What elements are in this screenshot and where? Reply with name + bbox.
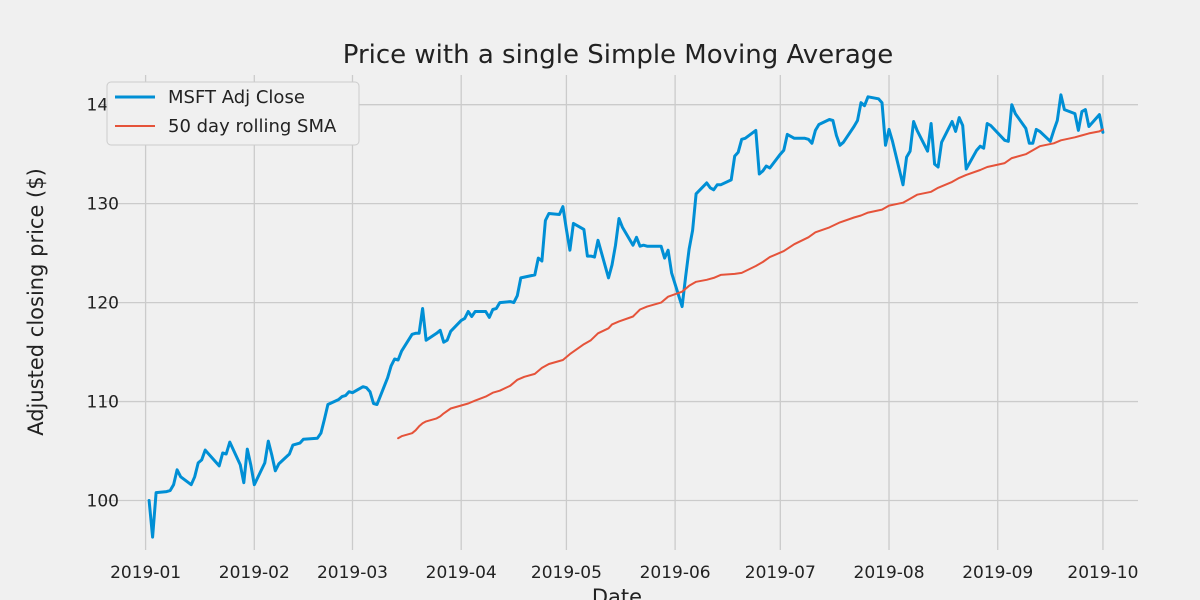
- legend-box: [106, 81, 360, 146]
- x-tick-label: 2019-09: [962, 563, 1033, 583]
- x-tick-label: 2019-08: [854, 563, 925, 583]
- x-tick-label: 2019-01: [110, 563, 181, 583]
- x-tick-labels: 2019-01 2019-02 2019-03 2019-04 2019-05 2019-…: [110, 563, 1138, 583]
- x-gridlines: [144, 75, 1104, 550]
- y-tick-label: 100: [87, 492, 119, 512]
- y-axis-label: Adjusted closing price ($): [24, 168, 48, 436]
- y-tick-label: 130: [87, 195, 119, 215]
- series-line-msft-adj-close: [147, 93, 1105, 539]
- x-tick-label: 2019-05: [531, 563, 602, 583]
- x-tick-label: 2019-07: [745, 563, 816, 583]
- y-tick-label: 120: [87, 294, 119, 314]
- x-axis-label: Date: [592, 585, 642, 600]
- series-line-50-day-sma: [397, 128, 1104, 440]
- chart-title: Price with a single Simple Moving Averag…: [343, 40, 894, 70]
- x-tick-label: 2019-02: [219, 563, 290, 583]
- y-tick-label: 110: [87, 393, 119, 413]
- legend-label-sma: 50 day rolling SMA: [168, 116, 337, 137]
- x-tick-label: 2019-06: [640, 563, 711, 583]
- x-tick-label: 2019-10: [1067, 563, 1138, 583]
- x-tick-label: 2019-03: [317, 563, 388, 583]
- y-gridlines: [100, 104, 1138, 502]
- series-lines: [147, 93, 1105, 539]
- legend-label-msft-adj-close: MSFT Adj Close: [168, 87, 305, 108]
- legend: MSFT Adj Close 50 day rolling SMA: [106, 81, 360, 146]
- x-tick-label: 2019-04: [426, 563, 497, 583]
